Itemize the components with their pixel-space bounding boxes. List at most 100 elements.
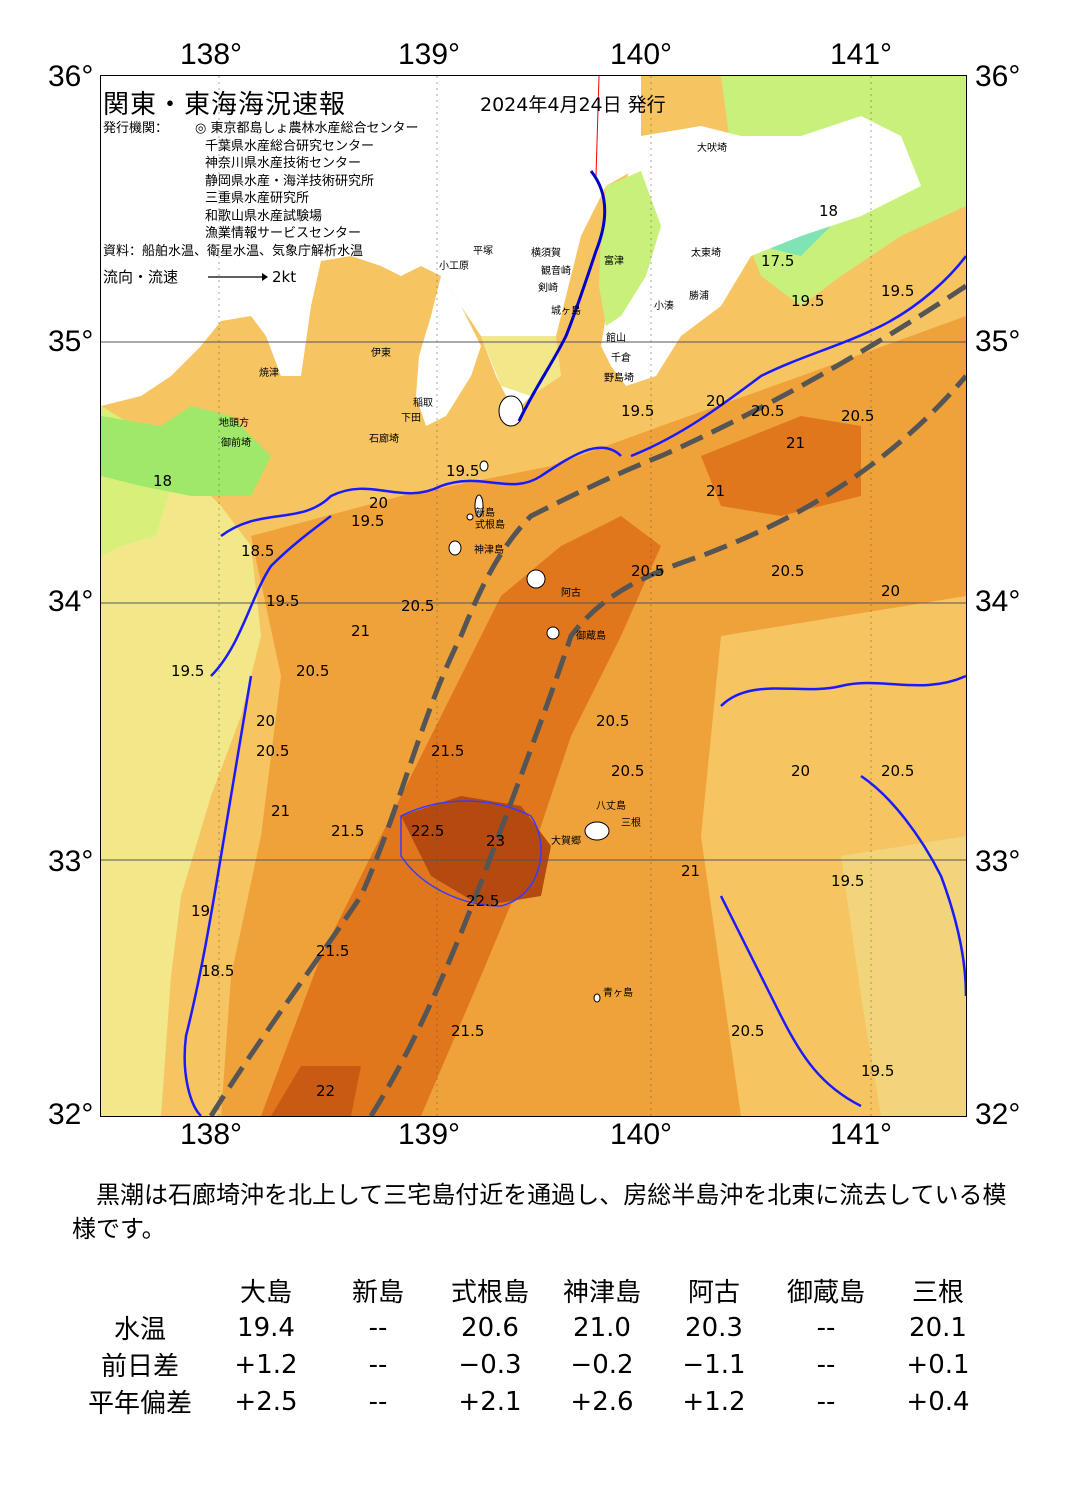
- isotherm-20-west: [210, 515, 332, 677]
- place-tsurugizaki: 剣崎: [538, 281, 558, 294]
- iso-label-21-5c: 21.5: [316, 942, 349, 960]
- place-tateyama: 館山: [606, 331, 626, 344]
- place-inubozaki: 大吠埼: [697, 141, 727, 154]
- table-cell: --: [816, 1312, 836, 1343]
- isotherm-20-se: [719, 895, 862, 1108]
- issuer-item: 静岡県水産・海洋技術研究所: [205, 173, 375, 189]
- issue-date: 2024年4月24日 発行: [480, 94, 666, 116]
- sea-cool-west: [101, 416, 261, 1116]
- table-cell: +1.2: [682, 1386, 746, 1417]
- table-cell: +2.5: [234, 1386, 298, 1417]
- iso-label-20-5a: 20.5: [401, 597, 434, 615]
- summary-text: 黒潮は石廊埼沖を北上して三宅島付近を通過し、房総半島沖を北東に流去している模様で…: [72, 1178, 1012, 1246]
- kuroshio-axis-inner: [208, 283, 966, 1116]
- ship-track-red: [595, 76, 600, 177]
- iso-label-19-5b: 19.5: [446, 462, 479, 480]
- table-cell: --: [368, 1349, 388, 1380]
- isotherm-19-se: [860, 774, 966, 997]
- table-cell: +0.4: [906, 1386, 970, 1417]
- iso-label-19-5h: 19.5: [831, 872, 864, 890]
- iso-label-21-5d: 21.5: [451, 1022, 484, 1040]
- land-izu: [416, 276, 481, 426]
- place-futtsu: 富津: [604, 254, 624, 267]
- iso-label-20b: 20: [256, 712, 275, 730]
- table-cell: −1.1: [682, 1349, 746, 1380]
- issuer-item: 神奈川県水産技術センター: [205, 156, 362, 171]
- iso-label-19-5e: 19.5: [621, 402, 654, 420]
- issuer-item: 千葉県水産総合研究センター: [205, 138, 375, 154]
- isotherm-20-ne: [630, 255, 966, 458]
- iso-label-21c: 21: [786, 434, 805, 452]
- issuer-item: 三重県水産研究所: [205, 191, 310, 206]
- iso-label-21-5a: 21.5: [331, 822, 364, 840]
- lon-top-139: 139°: [398, 38, 461, 71]
- header-mitsune: 三根: [911, 1278, 964, 1308]
- isotherm-21-east: [720, 674, 966, 707]
- lat-left-36: 36°: [48, 60, 94, 93]
- table-cell: 21.0: [573, 1312, 631, 1343]
- lat-left-34: 34°: [48, 585, 94, 618]
- lat-right-34: 34°: [975, 585, 1021, 618]
- sea-core: [401, 796, 551, 906]
- iso-label-20a: 20: [369, 494, 388, 512]
- iso-label-21e: 21: [681, 862, 700, 880]
- iso-label-20-5j: 20.5: [881, 762, 914, 780]
- issuer-row: 発行機関： ◎ 東京都島しょ農林水産総合センター 千葉県水産総合研究センター 神…: [103, 120, 418, 243]
- map-svg: 18 18.5 20 19.5 19.5 20.5 21 20.5 19.5 1…: [101, 76, 966, 1116]
- place-okago: 大賀郷: [551, 834, 581, 847]
- place-yokosuka: 横須賀: [531, 246, 561, 259]
- sea-green-coast: [101, 406, 271, 496]
- lat-right-36: 36°: [975, 60, 1021, 93]
- iso-label-19-5f: 19.5: [791, 292, 824, 310]
- page-title: 関東・東海海況速報: [103, 90, 347, 120]
- iso-label-21b: 21: [271, 802, 290, 820]
- table-cell: 20.3: [685, 1312, 743, 1343]
- lon-bottom-141: 141°: [830, 1118, 893, 1151]
- table-corner: [70, 1272, 210, 1309]
- place-odawara: 小工原: [439, 260, 469, 272]
- island-mikurajima: [546, 626, 560, 640]
- issuer-list: ◎ 東京都島しょ農林水産総合センター 千葉県水産総合研究センター 神奈川県水産技…: [195, 120, 418, 243]
- iso-label-20-5c: 20.5: [256, 742, 289, 760]
- table-cell: −0.3: [458, 1349, 522, 1380]
- island-aogashima: [593, 993, 601, 1003]
- island-hachijojima: [584, 821, 610, 841]
- table-cell: 20.1: [909, 1312, 967, 1343]
- iso-label-19-5a: 19.5: [351, 512, 384, 530]
- header-mikurajima: 御蔵島: [786, 1278, 865, 1308]
- place-shimoda: 下田: [401, 413, 421, 424]
- iso-label-19-5i: 19.5: [861, 1062, 894, 1080]
- iso-label-20-5e: 20.5: [841, 407, 874, 425]
- iso-label-22-5b: 22.5: [466, 892, 499, 910]
- place-ako: 阿古: [561, 586, 581, 599]
- place-hachijojima: 八丈島: [596, 799, 626, 812]
- place-aogashima: 青ヶ島: [603, 986, 633, 999]
- place-taito: 太東埼: [691, 246, 721, 259]
- iso-label-18a: 18: [153, 472, 172, 490]
- place-irozaki: 石廊埼: [369, 432, 399, 445]
- data-source: 資料：船舶水温、衛星水温、気象庁解析水温: [103, 243, 364, 259]
- lat-left-33: 33°: [48, 845, 94, 878]
- lon-top-140: 140°: [610, 38, 673, 71]
- iso-label-19: 19: [191, 902, 210, 920]
- kuroshio-axis-outer: [368, 374, 966, 1116]
- table-row: 水温 19.4 -- 20.6 21.0 20.3 -- 20.1: [70, 1309, 994, 1346]
- lat-right-35: 35°: [975, 325, 1021, 358]
- place-chikura: 千倉: [611, 351, 631, 364]
- iso-label-21d: 21: [706, 482, 725, 500]
- table-cell: +0.1: [906, 1349, 970, 1380]
- place-kozushima: 神津島: [474, 543, 504, 556]
- place-hiratsuka: 平塚: [473, 245, 493, 257]
- place-kannonzaki: 観音崎: [541, 264, 571, 277]
- island-toshima: [479, 460, 489, 472]
- place-ito: 伊東: [371, 346, 391, 359]
- iso-label-22: 22: [316, 1082, 335, 1100]
- island-oshima: [498, 395, 524, 427]
- place-kominato: 小湊: [654, 299, 674, 312]
- island-shikinejima: [466, 513, 474, 521]
- isotherm-20-sw: [183, 675, 253, 1116]
- table-cell: +1.2: [234, 1349, 298, 1380]
- table-row: 前日差 +1.2 -- −0.3 −0.2 −1.1 -- +0.1: [70, 1346, 994, 1383]
- header-ako: 阿古: [687, 1278, 740, 1308]
- table-cell: 20.6: [461, 1312, 519, 1343]
